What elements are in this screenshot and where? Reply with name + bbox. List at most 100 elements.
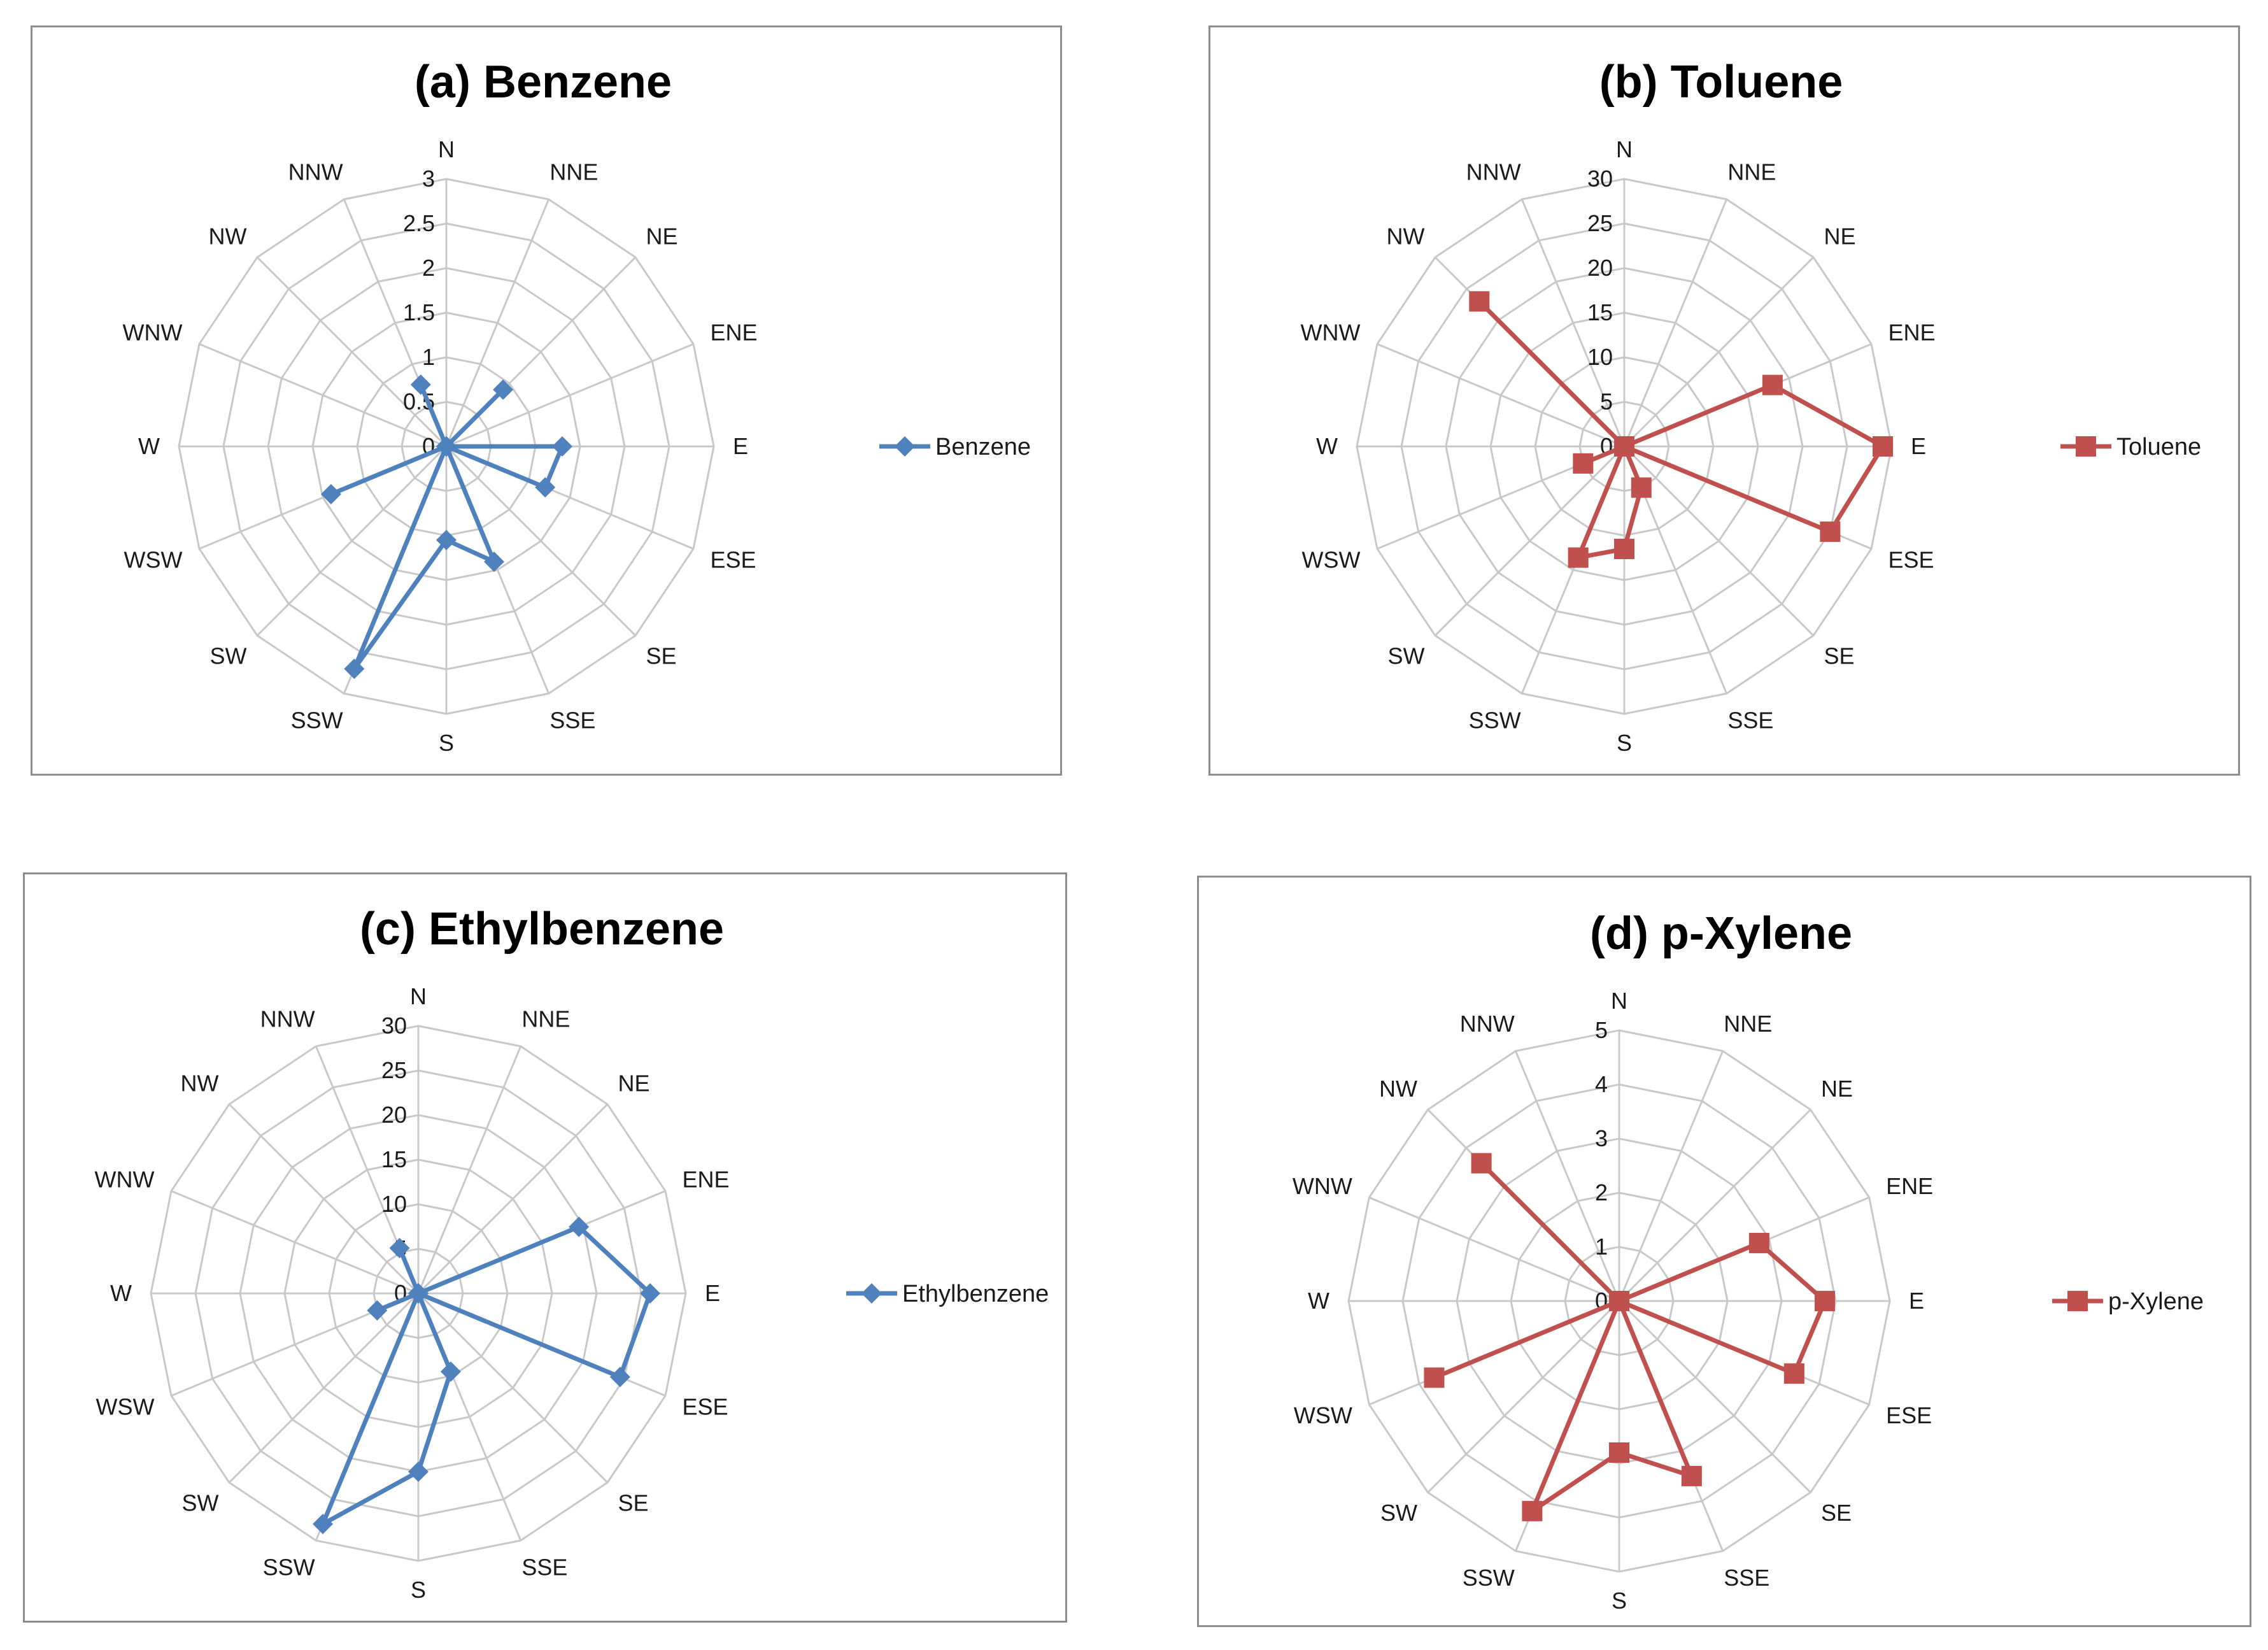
tick-label: 1 (422, 344, 435, 370)
grid-spoke (445, 445, 637, 637)
direction-label-ese: ESE (711, 546, 756, 573)
grid-spoke (1623, 199, 1728, 447)
series-line-ethylbenzene (320, 1225, 653, 1526)
tick-label: 1.5 (403, 299, 435, 325)
data-point-ssw (312, 1514, 333, 1535)
tick-label: 30 (381, 1013, 407, 1039)
tick-label: 3 (1595, 1125, 1608, 1151)
direction-label-wsw: WSW (124, 546, 183, 573)
data-point-ssw (344, 658, 365, 679)
grid-spoke (1618, 1300, 1811, 1493)
direction-label-nne: NNE (1727, 159, 1776, 185)
direction-label-wsw: WSW (96, 1393, 155, 1419)
legend-label: Benzene (935, 434, 1031, 460)
direction-label-sw: SW (1387, 643, 1424, 669)
tick-label: 10 (381, 1191, 407, 1217)
grid-spoke (199, 343, 447, 448)
series-markers-p-xylene (1424, 1153, 1835, 1521)
legend: Toluene (2060, 434, 2201, 460)
grid-spoke (417, 1046, 522, 1294)
direction-label-nne: NNE (521, 1006, 570, 1032)
direction-label-s: S (411, 1577, 426, 1603)
direction-label-ene: ENE (711, 320, 758, 346)
data-point-ne (493, 379, 514, 400)
direction-label-ese: ESE (1889, 546, 1934, 573)
direction-label-sse: SSE (549, 708, 595, 734)
data-point-ese (1820, 521, 1841, 542)
direction-label-ne: NE (1821, 1076, 1853, 1102)
grid-spoke (1434, 445, 1626, 637)
direction-label-ssw: SSW (291, 708, 343, 734)
data-point-wsw (1573, 453, 1594, 474)
data-point-ene (569, 1216, 590, 1237)
radar-chart-benzene: (a) Benzene00.511.522.53NNNENEENEEESESES… (123, 57, 1031, 756)
data-point-nnw (1609, 1291, 1629, 1311)
tick-label: 25 (381, 1057, 407, 1083)
direction-label-w: W (1316, 433, 1338, 459)
direction-label-w: W (110, 1280, 132, 1306)
tick-label: 3 (422, 166, 435, 192)
legend-marker (861, 1283, 882, 1304)
chart-title: (c) Ethylbenzene (360, 904, 724, 955)
direction-label-wnw: WNW (95, 1167, 155, 1193)
grid-spoke (417, 1292, 609, 1484)
direction-label-n: N (438, 136, 455, 162)
tick-label: 2.5 (403, 210, 435, 236)
grid-spoke (417, 1103, 609, 1295)
data-point-e (1873, 436, 1893, 457)
direction-label-nne: NNE (1724, 1011, 1772, 1037)
direction-label-ese: ESE (683, 1393, 728, 1419)
data-point-sse (484, 551, 505, 573)
data-point-sse (440, 1361, 461, 1382)
direction-label-ene: ENE (1889, 320, 1936, 346)
direction-label-ne: NE (646, 223, 678, 249)
legend: Benzene (879, 434, 1031, 460)
chart-title: (b) Toluene (1599, 57, 1843, 108)
tick-label: 2 (1595, 1179, 1608, 1205)
radar-chart-ethylbenzene: (c) Ethylbenzene051015202530NNNENEENEEES… (95, 904, 1049, 1603)
direction-label-nnw: NNW (1460, 1011, 1515, 1037)
data-point-s (1614, 539, 1634, 559)
legend: p-Xylene (2052, 1288, 2204, 1315)
direction-label-se: SE (1824, 643, 1855, 669)
direction-label-sse: SSE (521, 1554, 567, 1581)
tick-label: 20 (381, 1102, 407, 1128)
series-line-toluene (1477, 299, 1885, 560)
data-point-nw (1471, 1153, 1492, 1174)
tick-label: 25 (1587, 210, 1613, 236)
tick-label: 5 (1595, 1017, 1608, 1043)
chart-panel-benzene: (a) Benzene 0 0.5 1 1.5 2 2.5 3 N NNE NE ENE E ESE SE S… (31, 25, 1062, 776)
tick-label: 5 (1600, 388, 1613, 415)
direction-label-se: SE (1821, 1500, 1852, 1526)
grid-spoke (446, 343, 694, 448)
data-point-nw (436, 436, 457, 457)
grid-spoke (171, 1190, 419, 1295)
direction-label-nw: NW (1387, 223, 1425, 249)
grid-spoke (445, 199, 550, 447)
direction-label-ene: ENE (1886, 1173, 1933, 1199)
data-point-s (436, 530, 457, 550)
data-point-s (1609, 1442, 1629, 1463)
direction-label-nnw: NNW (1466, 159, 1521, 185)
direction-label-wnw: WNW (123, 320, 183, 346)
grid-spoke (1623, 445, 1815, 637)
data-point-nw (1469, 291, 1490, 312)
grid-spoke (1377, 343, 1625, 448)
direction-label-nnw: NNW (260, 1006, 315, 1032)
direction-label-nw: NW (181, 1070, 219, 1096)
direction-label-wnw: WNW (1301, 320, 1361, 346)
legend-label: Toluene (2116, 434, 2201, 460)
tick-label: 20 (1587, 255, 1613, 281)
radar-chart-p-xylene: (d) p-Xylene012345NNNENEENEEESESESSESSSW… (1293, 908, 2204, 1614)
tick-label: 30 (1587, 166, 1613, 192)
direction-label-ne: NE (1824, 223, 1856, 249)
direction-label-s: S (439, 730, 454, 756)
data-point-ssw (1568, 547, 1589, 568)
legend-label: p-Xylene (2108, 1288, 2204, 1315)
data-point-nnw (389, 1237, 410, 1258)
tick-label: 15 (381, 1146, 407, 1172)
direction-label-nw: NW (1379, 1076, 1417, 1102)
radar-chart-toluene: (b) Toluene051015202530NNNENEENEEESESESS… (1301, 57, 2202, 756)
direction-label-n: N (1616, 136, 1633, 162)
data-point-ese (535, 477, 556, 498)
